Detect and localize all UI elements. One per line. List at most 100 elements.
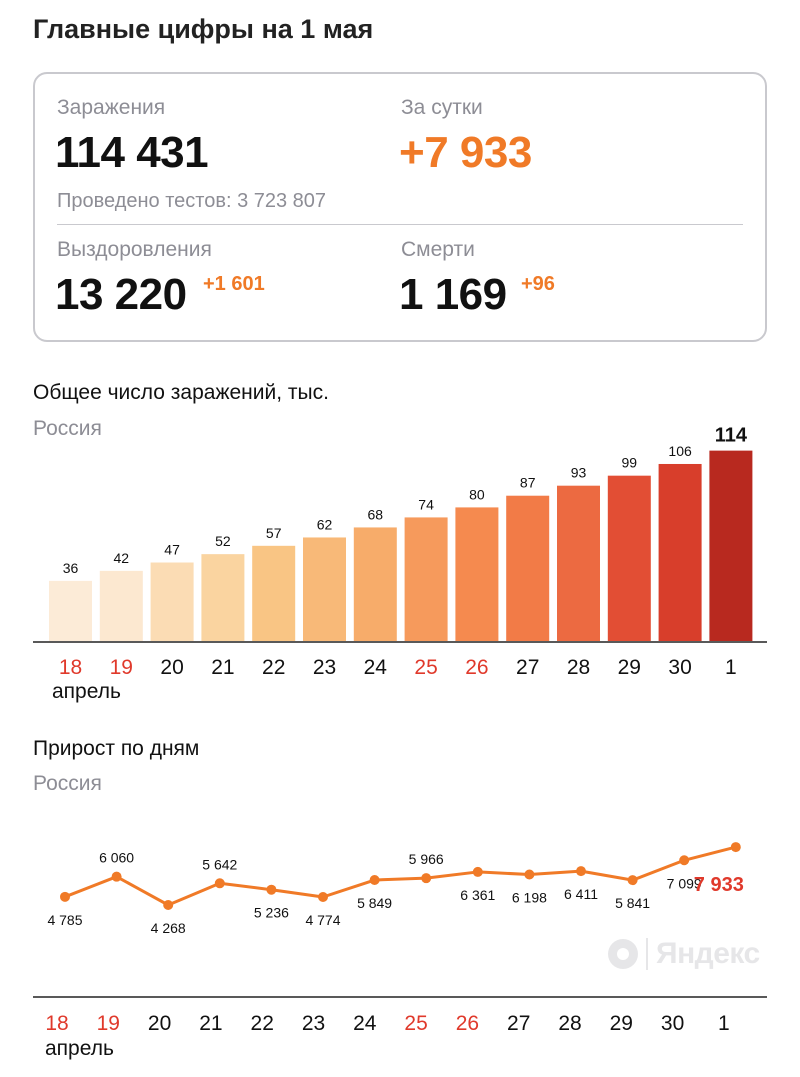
line-point xyxy=(524,869,535,880)
line-point xyxy=(576,866,586,877)
x-tick-label: 27 xyxy=(507,1012,530,1035)
month-label: апрель xyxy=(52,680,121,703)
x-tick-label: 25 xyxy=(404,1012,427,1035)
logo-separator xyxy=(646,938,648,970)
bar-data-label: 42 xyxy=(114,550,130,566)
x-tick-label: 30 xyxy=(668,656,691,679)
yandex-logo-text: Яндекс xyxy=(656,937,760,970)
point-data-label: 6 361 xyxy=(460,887,495,903)
bar-data-label: 99 xyxy=(622,455,638,471)
bar-data-label: 36 xyxy=(63,560,79,576)
tests-count: Проведено тестов: 3 723 807 xyxy=(57,190,327,212)
bar xyxy=(201,554,245,641)
point-data-label: 6 411 xyxy=(564,886,598,902)
x-tick-label: 21 xyxy=(211,656,234,679)
bar-data-label: 68 xyxy=(368,506,384,522)
bar-chart-title: Общее число заражений, тыс. xyxy=(33,381,329,404)
bar-data-label: 106 xyxy=(668,443,692,459)
bar-data-label: 80 xyxy=(469,486,485,502)
line-point xyxy=(679,855,690,866)
line-point xyxy=(60,891,70,902)
point-data-label: 6 060 xyxy=(99,850,134,866)
x-tick-label: 29 xyxy=(618,656,641,679)
daily-label: За сутки xyxy=(401,96,483,119)
recovered-label: Выздоровления xyxy=(57,238,212,261)
bar-data-label: 62 xyxy=(317,516,333,532)
line-point xyxy=(627,875,638,886)
line-point xyxy=(163,900,174,910)
x-tick-label: 22 xyxy=(251,1012,274,1035)
bar xyxy=(557,485,600,641)
bar xyxy=(506,495,550,641)
x-tick-label: 1 xyxy=(725,656,737,679)
point-data-label: 5 236 xyxy=(254,905,289,921)
line-point xyxy=(730,842,741,853)
x-tick-label: 28 xyxy=(567,656,590,679)
line-chart-subtitle: Россия xyxy=(33,772,102,795)
line-point xyxy=(318,892,328,903)
month-label: апрель xyxy=(45,1037,114,1060)
summary-card: Заражения 114 431 За сутки +7 933 Провед… xyxy=(33,72,767,342)
bar xyxy=(252,545,296,641)
bar xyxy=(607,475,651,641)
bar xyxy=(150,562,194,641)
point-data-label: 5 642 xyxy=(202,856,237,872)
x-tick-label: 18 xyxy=(59,656,82,679)
bar-data-label: 114 xyxy=(715,425,748,447)
x-tick-label: 24 xyxy=(353,1012,377,1035)
x-tick-label: 27 xyxy=(516,656,539,679)
x-tick-label: 19 xyxy=(97,1012,120,1035)
point-data-label: 4 785 xyxy=(47,912,82,928)
deaths-value: 1 169 xyxy=(399,270,507,319)
point-data-label: 5 849 xyxy=(357,895,392,911)
point-data-label: 6 198 xyxy=(512,890,547,906)
bar xyxy=(99,570,143,641)
yandex-logo-icon xyxy=(608,939,638,969)
line-chart: 4 785 6 060 4 268 5 642 5 236 4 774 5 849 5 966… xyxy=(33,842,767,1060)
point-data-label: 4 268 xyxy=(151,920,186,936)
point-data-label: 4 774 xyxy=(305,912,340,928)
point-data-label: 5 966 xyxy=(409,851,444,867)
x-tick-label: 18 xyxy=(45,1012,68,1035)
x-tick-label: 22 xyxy=(262,656,285,679)
daily-value: +7 933 xyxy=(399,128,532,177)
point-data-label: 7 933 xyxy=(694,874,744,896)
line-point xyxy=(111,871,122,882)
bar-data-label: 52 xyxy=(215,533,231,549)
x-tick-label: 25 xyxy=(414,656,437,679)
bar xyxy=(709,450,753,641)
x-tick-label: 26 xyxy=(465,656,488,679)
line-point xyxy=(472,866,483,877)
x-tick-label: 19 xyxy=(110,656,133,679)
line-point xyxy=(266,884,277,895)
recovered-value: 13 220 xyxy=(55,270,187,319)
x-tick-label: 29 xyxy=(610,1012,633,1035)
x-tick-label: 23 xyxy=(313,656,336,679)
bar xyxy=(49,580,92,641)
bar-data-label: 87 xyxy=(520,475,536,491)
x-tick-label: 20 xyxy=(160,656,183,679)
bar xyxy=(404,517,448,641)
x-tick-label: 20 xyxy=(148,1012,171,1035)
bar-data-label: 57 xyxy=(266,525,282,541)
recovered-delta: +1 601 xyxy=(203,273,265,295)
line-point xyxy=(369,875,380,886)
bar-data-label: 74 xyxy=(418,496,434,512)
x-tick-label: 23 xyxy=(302,1012,325,1035)
x-tick-label: 21 xyxy=(199,1012,222,1035)
deaths-label: Смерти xyxy=(401,238,475,261)
bar xyxy=(658,463,702,641)
x-tick-label: 28 xyxy=(558,1012,581,1035)
x-tick-label: 26 xyxy=(456,1012,479,1035)
x-tick-label: 1 xyxy=(718,1012,730,1035)
yandex-logo: Яндекс xyxy=(608,937,760,971)
line-point xyxy=(214,878,225,889)
card-divider xyxy=(57,224,743,225)
bar xyxy=(455,507,499,641)
bar-data-label: 93 xyxy=(571,465,587,481)
bar-chart-subtitle: Россия xyxy=(33,417,102,440)
bar xyxy=(303,537,346,641)
point-data-label: 7 099 xyxy=(667,875,702,891)
point-data-label: 5 841 xyxy=(615,895,650,911)
infections-value: 114 431 xyxy=(55,128,209,177)
